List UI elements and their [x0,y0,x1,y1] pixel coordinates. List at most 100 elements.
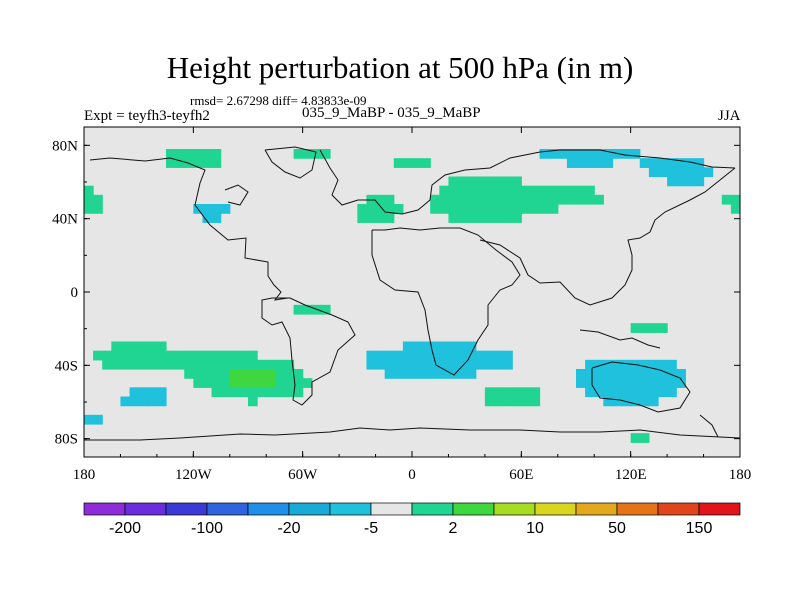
colorbar-label: -100 [191,520,223,537]
anomaly-cell [512,396,522,407]
anomaly-cell [457,176,468,187]
colorbar-swatch [124,502,167,516]
anomaly-cell [439,204,450,214]
anomaly-cell [238,359,249,370]
anomaly-cell [585,185,595,196]
anomaly-cell [667,387,677,398]
x-tick-label: 120E [615,467,647,483]
anomaly-cell [402,350,413,361]
colorbar-swatch [370,502,413,516]
anomaly-cell [494,204,504,214]
anomaly-cell [494,387,504,398]
anomaly-cell [630,149,641,159]
anomaly-cell [366,350,377,361]
anomaly-cell [147,387,158,398]
anomaly-cell [548,149,559,159]
anomaly-cell [120,350,131,361]
anomaly-cell [430,204,440,214]
coastline-new-zealand [699,414,719,438]
anomaly-cell [375,359,386,370]
anomaly-cell [211,149,222,159]
anomaly-cell [639,369,650,379]
anomaly-cell [466,350,477,361]
anomaly-cell [448,176,459,187]
anomaly-cell [156,341,167,352]
anomaly-cell [603,396,614,407]
x-tick-label: 180 [729,467,752,483]
anomaly-cell [703,167,714,178]
anomaly-cell [220,350,231,361]
anomaly-cell [494,396,504,407]
anomaly-cell [311,149,322,159]
anomaly-cell [694,176,705,187]
anomaly-cell [648,378,659,388]
anomaly-cell [621,387,632,398]
anomaly-cell [512,213,522,223]
anomaly-cell [648,167,659,178]
anomaly-cell [585,387,595,398]
anomaly-cell [357,213,368,223]
anomaly-cell [129,359,140,370]
anomaly-cell [156,387,167,398]
axis-ticks [83,127,741,457]
anomaly-cell [503,176,513,187]
anomaly-cell [667,176,677,187]
anomaly-cell [648,158,659,168]
anomaly-cell [658,387,668,398]
anomaly-cell [457,341,468,352]
anomaly-cell [658,323,668,333]
axis-tick-labels: 180 120W 60W 0 60E 120E 180 80N 40N 0 40S 80S [52,138,751,483]
anomaly-cell [585,369,595,379]
colorbar-label: -200 [109,520,141,537]
anomaly-cell [466,176,477,187]
anomaly-cell [93,414,103,425]
anomaly-cell [439,350,450,361]
anomaly-cell [539,194,550,205]
anomaly-cell [676,167,686,178]
anomaly-cell [603,158,614,168]
anomaly-cell [457,194,468,205]
colorbar-swatch [288,502,331,516]
anomaly-cell [393,359,404,370]
anomaly-cell [284,378,295,388]
anomaly-cell [202,350,213,361]
anomaly-cell [639,396,650,407]
anomaly-cell [557,194,568,205]
anomaly-cell [466,204,477,214]
anomaly-cell [621,149,632,159]
anomaly-cell [84,414,94,425]
anomaly-cell [512,176,522,187]
anomaly-cell [202,204,213,214]
coastline-africa [371,227,521,376]
coastline-antarctica [84,427,740,441]
x-tick-label: 60E [509,467,533,483]
anomaly-cell [721,194,732,205]
anomaly-cell [639,387,650,398]
anomaly-cell [211,204,222,214]
anomaly-cell [166,158,176,168]
anomaly-cell [521,396,532,407]
x-tick-label: 180 [73,467,96,483]
anomaly-cell [475,194,486,205]
anomaly-cell [302,149,313,159]
anomaly-cell [320,304,331,315]
anomaly-cell [648,359,659,370]
colorbar-swatch [452,502,495,516]
anomaly-cell [539,185,550,196]
anomaly-cell [393,204,404,214]
anomaly-cell [421,158,431,168]
anomaly-cell [603,378,614,388]
anomaly-cell [576,369,586,379]
anomaly-cell [184,149,194,159]
anomaly-cell [393,158,404,168]
anomaly-cell [448,194,459,205]
anomaly-cell [412,350,422,361]
anomaly-cell [366,359,377,370]
anomaly-cell [548,185,559,196]
anomaly-cell [484,185,495,196]
anomaly-cell [166,359,176,370]
anomaly-cell [202,369,213,379]
anomaly-cell [175,158,185,168]
anomaly-cell [730,194,740,205]
anomaly-cell [448,369,459,379]
